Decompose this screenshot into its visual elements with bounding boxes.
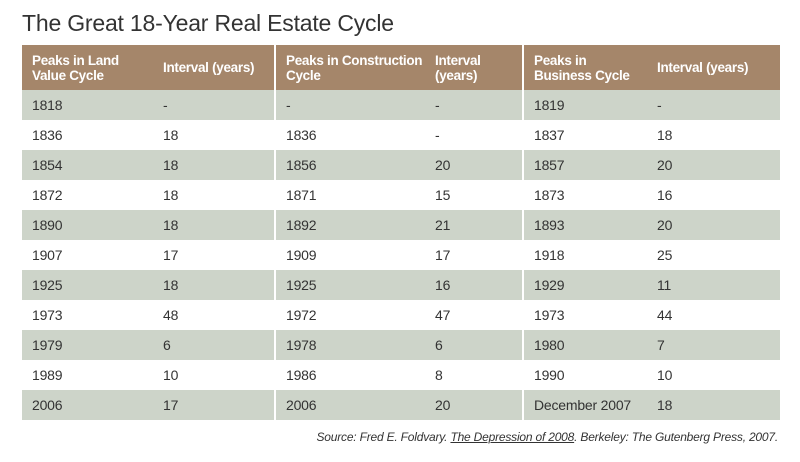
page-title: The Great 18-Year Real Estate Cycle [22, 10, 394, 36]
cell-construction-peak: 1978 [274, 330, 425, 360]
column-header-construction-interval: Interval (years) [425, 45, 523, 90]
cell-land-interval: 18 [153, 270, 275, 300]
cell-business-interval: - [647, 90, 780, 120]
cell-construction-interval: 8 [425, 360, 523, 390]
cell-land-value-peak: 1973 [22, 300, 153, 330]
table-row: 1979 6 1978 6 1980 7 [22, 330, 780, 360]
cell-business-interval: 16 [647, 180, 780, 210]
cell-business-peak: 1929 [522, 270, 647, 300]
cell-business-interval: 20 [647, 210, 780, 240]
cell-land-interval: - [153, 90, 275, 120]
cell-land-value-peak: 1872 [22, 180, 153, 210]
cell-construction-peak: 1892 [274, 210, 425, 240]
cell-business-peak: 1873 [522, 180, 647, 210]
cell-business-interval: 7 [647, 330, 780, 360]
cell-construction-interval: 20 [425, 390, 523, 420]
cell-land-value-peak: 1925 [22, 270, 153, 300]
cell-business-interval: 20 [647, 150, 780, 180]
cell-business-interval: 18 [647, 390, 780, 420]
table-row: 1925 18 1925 16 1929 11 [22, 270, 780, 300]
table-body: 1818- - -1819-1836 18 1836-1837 18 1854 18 1856 2… [22, 90, 780, 420]
cell-construction-peak: 1972 [274, 300, 425, 330]
real-estate-cycle-table: Peaks in Land Value Cycle Interval (year… [22, 45, 780, 420]
cell-land-interval: 18 [153, 120, 275, 150]
cell-land-interval: 18 [153, 180, 275, 210]
cell-land-interval: 18 [153, 210, 275, 240]
table-row: 1890 18 1892 21 1893 20 [22, 210, 780, 240]
cell-land-interval: 17 [153, 390, 275, 420]
cell-business-interval: 18 [647, 120, 780, 150]
cell-construction-interval: - [425, 120, 523, 150]
column-header-construction-peaks: Peaks in Construction Cycle [274, 45, 425, 90]
cell-business-peak: 1973 [522, 300, 647, 330]
column-header-land-interval: Interval (years) [153, 45, 275, 90]
table-row: 1973 48 1972 47 1973 44 [22, 300, 780, 330]
table-row: 1818- - -1819- [22, 90, 780, 120]
table-row: 1872 18 1871 15 1873 16 [22, 180, 780, 210]
cell-land-value-peak: 1979 [22, 330, 153, 360]
cell-construction-interval: 16 [425, 270, 523, 300]
cell-land-interval: 6 [153, 330, 275, 360]
table-row: 1836 18 1836-1837 18 [22, 120, 780, 150]
cell-construction-interval: 17 [425, 240, 523, 270]
cell-construction-interval: 47 [425, 300, 523, 330]
cell-business-interval: 25 [647, 240, 780, 270]
cell-land-value-peak: 1818 [22, 90, 153, 120]
cell-land-interval: 10 [153, 360, 275, 390]
table-row: 2006 17 2006 20 December 2007 18 [22, 390, 780, 420]
cell-land-value-peak: 1907 [22, 240, 153, 270]
cell-business-peak: 1819 [522, 90, 647, 120]
cell-land-interval: 48 [153, 300, 275, 330]
cell-construction-peak: 1836 [274, 120, 425, 150]
source-book-title: The Depression of 2008 [450, 430, 575, 444]
cell-construction-peak: 1871 [274, 180, 425, 210]
cell-land-value-peak: 1989 [22, 360, 153, 390]
cell-business-peak: 1980 [522, 330, 647, 360]
column-header-land-value-peaks: Peaks in Land Value Cycle [22, 45, 153, 90]
cell-business-peak: December 2007 [522, 390, 647, 420]
cell-construction-interval: 6 [425, 330, 523, 360]
cell-construction-peak: 1925 [274, 270, 425, 300]
cell-land-value-peak: 1854 [22, 150, 153, 180]
cell-land-interval: 17 [153, 240, 275, 270]
table-header-row: Peaks in Land Value Cycle Interval (year… [22, 45, 780, 90]
cell-business-interval: 44 [647, 300, 780, 330]
column-header-business-interval: Interval (years) [647, 45, 780, 90]
cell-business-peak: 1918 [522, 240, 647, 270]
cell-construction-interval: 21 [425, 210, 523, 240]
cell-construction-peak: - [274, 90, 425, 120]
cell-land-value-peak: 2006 [22, 390, 153, 420]
table-row: 1907 17 1909 17 1918 25 [22, 240, 780, 270]
cell-business-interval: 10 [647, 360, 780, 390]
cell-construction-interval: 15 [425, 180, 523, 210]
cell-business-peak: 1990 [522, 360, 647, 390]
cell-business-interval: 11 [647, 270, 780, 300]
cell-business-peak: 1893 [522, 210, 647, 240]
cell-land-value-peak: 1890 [22, 210, 153, 240]
cell-construction-peak: 2006 [274, 390, 425, 420]
source-prefix: Source: Fred E. Foldvary. [316, 430, 451, 444]
cell-business-peak: 1857 [522, 150, 647, 180]
cell-construction-peak: 1909 [274, 240, 425, 270]
cell-land-value-peak: 1836 [22, 120, 153, 150]
cell-construction-peak: 1986 [274, 360, 425, 390]
cell-construction-peak: 1856 [274, 150, 425, 180]
cell-land-interval: 18 [153, 150, 275, 180]
source-citation: Source: Fred E. Foldvary. The Depression… [316, 430, 778, 444]
source-suffix: . Berkeley: The Gutenberg Press, 2007. [574, 430, 778, 444]
cell-construction-interval: 20 [425, 150, 523, 180]
table-row: 1989 10 1986 8 1990 10 [22, 360, 780, 390]
cell-business-peak: 1837 [522, 120, 647, 150]
column-header-business-peaks: Peaks in Business Cycle [522, 45, 647, 90]
table-row: 1854 18 1856 20 1857 20 [22, 150, 780, 180]
cell-construction-interval: - [425, 90, 523, 120]
